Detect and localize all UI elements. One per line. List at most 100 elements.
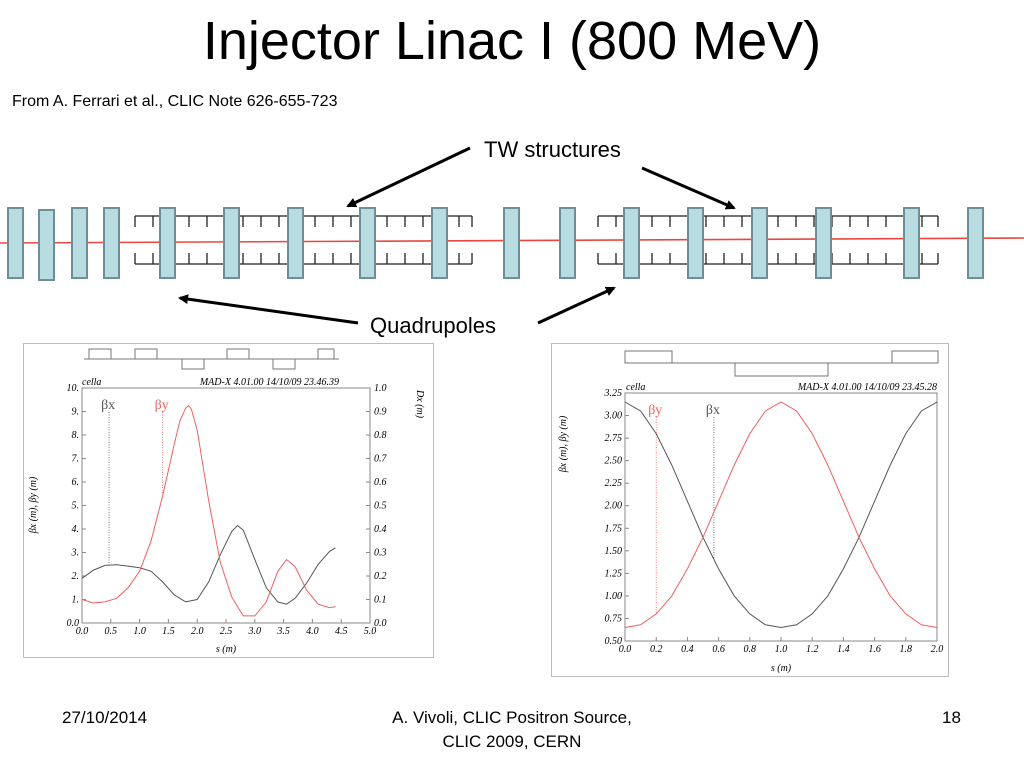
y-tick-label: 2. <box>72 571 80 582</box>
plot-left-header-right: MAD-X 4.01.00 14/10/09 23.46.39 <box>199 377 339 388</box>
x-tick-label: 3.0 <box>248 626 261 637</box>
y-tick-label: 5. <box>72 501 80 512</box>
y-right-tick-label: 1.0 <box>374 383 387 394</box>
x-tick-label: 4.5 <box>335 626 348 637</box>
quadrupole <box>287 207 304 279</box>
y-right-tick-label: 0.7 <box>374 454 388 465</box>
y-tick-label: 1.25 <box>605 568 623 579</box>
quadrupole <box>103 207 120 279</box>
footer-center-line2: CLIC 2009, CERN <box>442 732 582 751</box>
callout-arrows <box>178 146 736 325</box>
y-tick-label: 0.0 <box>67 618 80 629</box>
source-note: From A. Ferrari et al., CLIC Note 626-65… <box>12 93 338 110</box>
x-tick-label: 1.0 <box>775 644 788 655</box>
quadrupole <box>38 209 55 281</box>
quadrupole <box>815 207 832 279</box>
quadrupole <box>359 207 376 279</box>
footer-date: 27/10/2014 <box>62 708 148 727</box>
plot-left-header-left: cella <box>82 377 101 388</box>
x-tick-label: 0.5 <box>105 626 118 637</box>
y-tick-label: 8. <box>72 430 80 441</box>
series-line-beta-y <box>81 404 336 617</box>
x-tick-label: 2.0 <box>191 626 204 637</box>
marker-label: βy <box>648 403 662 418</box>
series-line-beta-y <box>624 401 938 628</box>
plot-right-panel: cella MAD-X 4.01.00 14/10/09 23.45.28 0.… <box>551 343 949 677</box>
quadrupole <box>71 207 88 279</box>
beamline-diagram <box>0 146 1024 325</box>
tw-structures-label: TW structures <box>484 137 621 162</box>
quadrupole <box>967 207 984 279</box>
x-tick-label: 1.8 <box>900 644 913 655</box>
series-line-beta-x <box>624 401 938 629</box>
y-tick-label: 2.25 <box>605 478 623 489</box>
plot-left-xlabel: s (m) <box>216 644 237 655</box>
x-tick-label: 0.8 <box>744 644 757 655</box>
y-tick-label: 3. <box>71 548 80 559</box>
y-tick-label: 3.25 <box>604 388 623 399</box>
y-tick-label: 2.75 <box>605 433 623 444</box>
y-tick-label: 2.50 <box>605 456 623 467</box>
y-tick-label: 6. <box>72 477 80 488</box>
plot-left-panel: cella MAD-X 4.01.00 14/10/09 23.46.39 0.… <box>23 343 434 658</box>
y-tick-label: 3.00 <box>604 411 623 422</box>
plot-right-ylabel: βx (m), βy (m) <box>558 415 569 473</box>
quadrupole <box>159 207 176 279</box>
x-tick-label: 2.5 <box>220 626 233 637</box>
beta-plot-right: cella MAD-X 4.01.00 14/10/09 23.45.28 0.… <box>558 350 944 674</box>
x-tick-label: 0.6 <box>712 644 725 655</box>
y-right-tick-label: 0.0 <box>374 618 387 629</box>
marker-label: βx <box>101 398 115 413</box>
arrow-quad-left <box>178 294 359 325</box>
x-tick-label: 3.5 <box>276 626 290 637</box>
x-tick-label: 1.5 <box>162 626 175 637</box>
plot-right-xlabel: s (m) <box>771 663 792 674</box>
quadrupole <box>559 207 576 279</box>
arrow-tw-left <box>346 146 471 208</box>
x-tick-label: 1.6 <box>868 644 881 655</box>
lattice-layout <box>84 348 339 370</box>
x-tick-label: 0.4 <box>681 644 694 655</box>
y-tick-label: 4. <box>72 524 80 535</box>
x-tick-label: 2.0 <box>931 644 944 655</box>
y-tick-label: 0.75 <box>605 613 623 624</box>
quadrupole <box>503 207 520 279</box>
plot-right-header-left: cella <box>626 382 645 393</box>
beta-plot-left: cella MAD-X 4.01.00 14/10/09 23.46.39 0.… <box>28 348 425 655</box>
y-right-tick-label: 0.8 <box>374 430 387 441</box>
plot-left-ylabel-right: Dx (m) <box>414 389 425 419</box>
footer-page-number: 18 <box>942 708 961 727</box>
y-tick-label: 1.75 <box>605 523 623 534</box>
y-right-tick-label: 0.4 <box>374 524 387 535</box>
y-tick-label: 9. <box>72 407 80 418</box>
arrow-tw-right <box>641 166 736 210</box>
quadrupole <box>687 207 704 279</box>
quadrupoles-label: Quadrupoles <box>370 313 496 338</box>
marker-label: βx <box>706 403 720 418</box>
quadrupole <box>223 207 240 279</box>
y-right-tick-label: 0.9 <box>374 407 387 418</box>
series-line-beta-x <box>81 524 336 605</box>
y-tick-label: 1. <box>72 595 80 606</box>
plot-right-header-right: MAD-X 4.01.00 14/10/09 23.45.28 <box>797 382 937 393</box>
y-tick-label: 10. <box>67 383 80 394</box>
x-tick-label: 0.0 <box>619 644 632 655</box>
y-right-tick-label: 0.1 <box>374 595 387 606</box>
y-right-tick-label: 0.6 <box>374 477 387 488</box>
lattice-layout <box>624 350 939 377</box>
y-tick-label: 7. <box>72 454 80 465</box>
quadrupole <box>7 207 24 279</box>
y-tick-label: 1.00 <box>605 591 623 602</box>
footer-center-line1: A. Vivoli, CLIC Positron Source, <box>392 708 632 727</box>
plot-left-ylabel: βx (m), βy (m) <box>28 476 39 534</box>
quadrupoles <box>7 207 984 281</box>
quadrupole <box>903 207 920 279</box>
slide-title: Injector Linac I (800 MeV) <box>202 11 822 71</box>
plot-right-frame <box>624 392 938 642</box>
arrow-quad-right <box>537 286 616 325</box>
y-right-tick-label: 0.3 <box>374 548 387 559</box>
x-tick-label: 1.2 <box>806 644 819 655</box>
x-tick-label: 4.0 <box>306 626 319 637</box>
marker-label: βy <box>155 398 169 413</box>
quadrupole <box>431 207 448 279</box>
